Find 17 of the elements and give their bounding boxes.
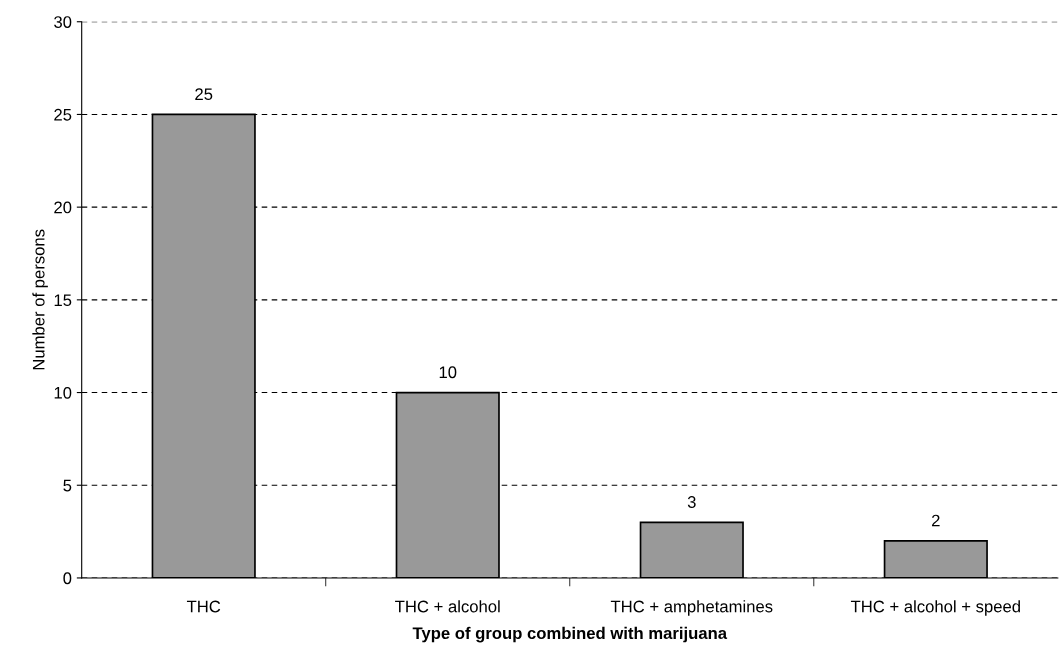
- y-axis-title: Number of persons: [32, 229, 48, 370]
- x-axis-title: Type of group combined with marijuana: [412, 626, 728, 643]
- data-label: 2: [932, 514, 940, 527]
- y-tick-label: 15: [54, 294, 72, 307]
- data-label: 10: [439, 366, 457, 379]
- x-tick-label: THC + amphetamines: [610, 600, 773, 616]
- y-tick-label: 25: [54, 108, 72, 121]
- y-tick-label: 0: [63, 572, 72, 585]
- data-label: 25: [195, 88, 213, 101]
- data-label: 3: [687, 496, 696, 508]
- x-tick-label: THC + alcohol: [395, 600, 500, 613]
- y-tick-label: 30: [54, 16, 72, 28]
- x-tick-label: THC: [186, 600, 221, 613]
- x-tick-label: THC + alcohol + speed: [850, 600, 1020, 616]
- y-tick-label: 5: [63, 479, 72, 492]
- y-tick-label: 10: [54, 386, 72, 399]
- y-tick-label: 20: [54, 201, 72, 214]
